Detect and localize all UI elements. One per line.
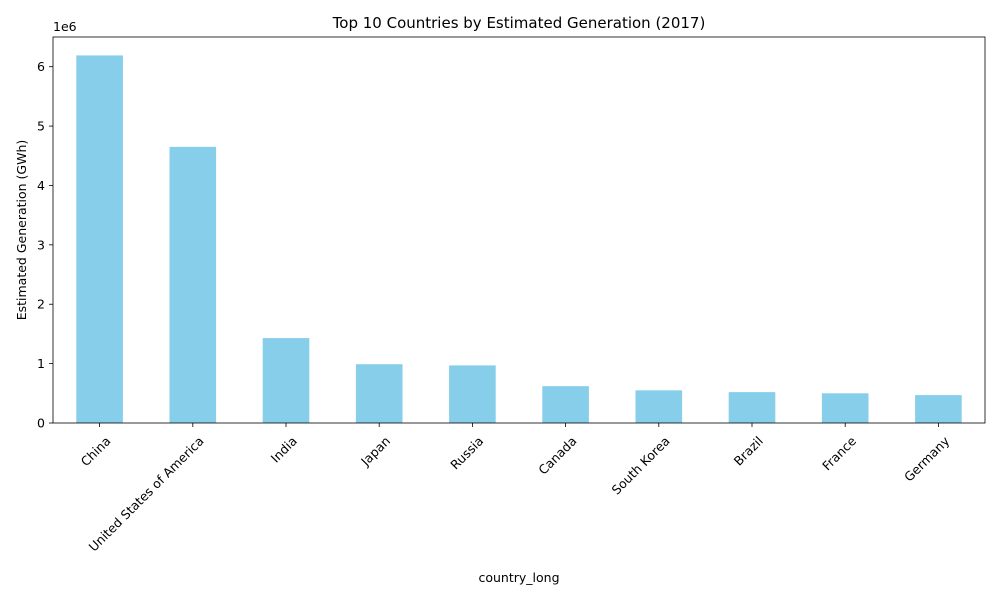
x-tick-label: Germany xyxy=(901,433,953,485)
y-tick-label: 2 xyxy=(37,297,45,312)
y-tick-label: 4 xyxy=(37,178,45,193)
y-tick-label: 0 xyxy=(37,416,45,431)
y-offset-text: 1e6 xyxy=(53,19,77,34)
x-tick-label: Japan xyxy=(357,433,393,469)
bar-united-states-of-america xyxy=(169,146,217,423)
y-tick-label: 3 xyxy=(37,237,45,252)
chart-title: Top 10 Countries by Estimated Generation… xyxy=(332,14,706,32)
x-tick-label: Canada xyxy=(535,433,579,477)
x-tick-label: India xyxy=(268,433,300,465)
y-tick-label: 5 xyxy=(37,119,45,134)
bar-india xyxy=(262,338,310,423)
bar-brazil xyxy=(728,392,776,423)
y-tick-label: 6 xyxy=(37,59,45,74)
x-tick-label: France xyxy=(819,433,859,473)
y-axis-label: Estimated Generation (GWh) xyxy=(14,140,29,321)
bar-south-korea xyxy=(635,390,683,423)
bar-russia xyxy=(449,365,496,423)
bar-france xyxy=(821,393,869,423)
bar-germany xyxy=(915,395,962,423)
y-tick-label: 1 xyxy=(37,356,45,371)
x-tick-label: South Korea xyxy=(609,433,673,497)
bar-china xyxy=(76,55,123,423)
x-tick-label: Russia xyxy=(447,433,486,472)
x-tick-label: Brazil xyxy=(731,433,766,468)
plot-frame xyxy=(52,36,986,424)
bar-japan xyxy=(355,364,403,423)
x-axis-label: country_long xyxy=(478,570,559,585)
bar-canada xyxy=(542,386,589,423)
x-tick-label: China xyxy=(78,433,114,469)
